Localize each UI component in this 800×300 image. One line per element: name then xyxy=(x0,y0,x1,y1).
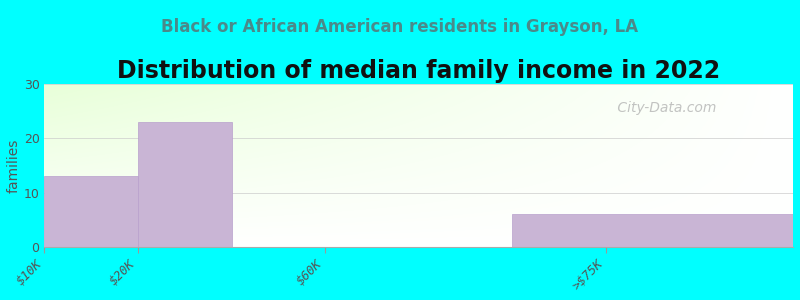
Title: Distribution of median family income in 2022: Distribution of median family income in … xyxy=(117,59,720,83)
Y-axis label: families: families xyxy=(7,138,21,193)
Text: Black or African American residents in Grayson, LA: Black or African American residents in G… xyxy=(162,18,638,36)
Bar xyxy=(45,176,138,247)
Bar xyxy=(512,214,793,247)
Text: City-Data.com: City-Data.com xyxy=(614,101,717,116)
Bar xyxy=(138,122,232,247)
